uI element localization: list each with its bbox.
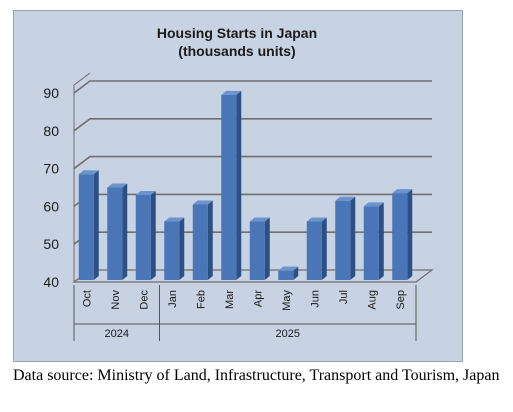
bar bbox=[306, 217, 327, 280]
bar-top bbox=[249, 217, 270, 222]
bar bbox=[249, 217, 270, 280]
bar-side bbox=[179, 217, 185, 280]
bar-top bbox=[107, 183, 128, 188]
x-tick-label: Nov bbox=[110, 290, 122, 310]
bar-side bbox=[122, 183, 128, 280]
bar bbox=[392, 189, 413, 280]
bar-side bbox=[93, 170, 99, 280]
chart-subtitle: (thousands units) bbox=[178, 43, 295, 59]
y-tick-label: 60 bbox=[43, 198, 59, 214]
y-tick-label: 90 bbox=[43, 85, 59, 101]
bar-side bbox=[150, 191, 156, 280]
bar-front bbox=[221, 94, 237, 280]
bar bbox=[107, 183, 128, 280]
y-tick-label: 80 bbox=[43, 123, 59, 139]
bar-top bbox=[135, 191, 156, 196]
bar bbox=[335, 196, 356, 280]
y-axis-wall bbox=[73, 72, 91, 282]
bar-top bbox=[335, 196, 356, 201]
gridline bbox=[73, 80, 432, 94]
bar-top bbox=[221, 90, 242, 95]
bar-top bbox=[278, 266, 299, 271]
bar-front bbox=[107, 187, 123, 280]
y-tick-label: 50 bbox=[43, 236, 59, 252]
gridline bbox=[73, 155, 432, 170]
bars bbox=[78, 90, 413, 280]
bar-side bbox=[321, 217, 327, 280]
bar bbox=[135, 191, 156, 280]
bar-front bbox=[249, 221, 265, 280]
gridline bbox=[73, 118, 432, 132]
bar bbox=[278, 266, 299, 280]
bar bbox=[78, 170, 99, 280]
bar-front bbox=[192, 204, 208, 280]
bar bbox=[363, 202, 384, 280]
bar bbox=[221, 90, 242, 280]
x-tick-label: May bbox=[281, 290, 293, 311]
bar-front bbox=[306, 221, 322, 280]
bar-side bbox=[293, 266, 299, 280]
data-source-note: Data source: Ministry of Land, Infrastru… bbox=[13, 367, 500, 384]
bar-side bbox=[207, 200, 213, 280]
bar-side bbox=[350, 196, 356, 280]
x-tick-label: Apr bbox=[252, 290, 264, 307]
year-group-label: 2025 bbox=[276, 328, 300, 340]
x-tick-label: Sep bbox=[395, 290, 407, 310]
bar-top bbox=[306, 217, 327, 222]
bar-front bbox=[164, 221, 180, 280]
bar-top bbox=[164, 217, 185, 222]
x-tick-label: Oct bbox=[81, 290, 93, 307]
bar bbox=[192, 200, 213, 280]
bar-side bbox=[236, 90, 242, 280]
axis-labels: 40 50 60 70 80 90 Oct Nov Dec Jan Feb Mar Apr May Jun J… bbox=[43, 85, 406, 340]
x-tick-label: Jan bbox=[167, 290, 179, 308]
bar-front bbox=[135, 195, 151, 280]
x-tick-label: Dec bbox=[138, 290, 150, 310]
x-tick-label: Jun bbox=[309, 290, 321, 308]
bar-side bbox=[407, 189, 413, 280]
chart-area: Housing Starts in Japan (thousands units… bbox=[13, 10, 463, 362]
bar-top bbox=[192, 200, 213, 205]
x-tick-label: Feb bbox=[195, 290, 207, 309]
bar-top bbox=[78, 170, 99, 175]
bar-top bbox=[392, 189, 413, 194]
bar-front bbox=[335, 200, 351, 280]
y-tick-label: 70 bbox=[43, 161, 59, 177]
x-tick-label: Mar bbox=[224, 290, 236, 309]
year-group-label: 2024 bbox=[105, 328, 129, 340]
x-tick-label: Jul bbox=[338, 290, 350, 304]
bar-front bbox=[278, 270, 294, 280]
bar-front bbox=[363, 206, 379, 280]
bar-side bbox=[378, 202, 384, 280]
x-tick-label: Aug bbox=[366, 290, 378, 310]
bar bbox=[164, 217, 185, 280]
y-tick-label: 40 bbox=[43, 274, 59, 290]
bar-top bbox=[363, 202, 384, 207]
bar-chart: Housing Starts in Japan (thousands units… bbox=[43, 25, 434, 341]
bar-front bbox=[78, 174, 94, 280]
bar-side bbox=[264, 217, 270, 280]
bar-front bbox=[392, 193, 408, 280]
chart-title: Housing Starts in Japan bbox=[157, 25, 317, 41]
